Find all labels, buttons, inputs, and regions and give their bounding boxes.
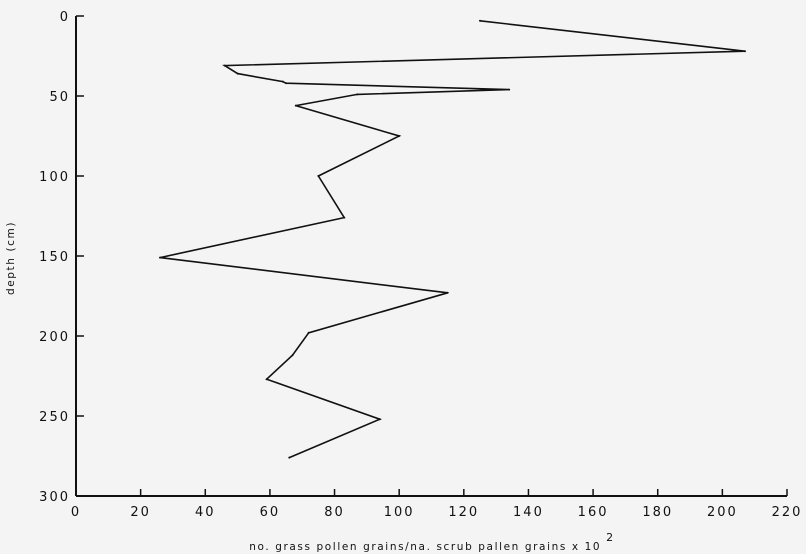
- data-point: [291, 354, 294, 357]
- x-tick-label: 200: [707, 505, 738, 520]
- data-point: [265, 378, 268, 381]
- x-tick-label: 160: [578, 505, 609, 520]
- x-tick-label: 80: [324, 505, 345, 520]
- x-tick-label: 120: [448, 505, 479, 520]
- x-tick-label: 100: [384, 505, 415, 520]
- x-axis-ticks: 0 20 40 60 80 100 120 140 160 180 200 220: [71, 489, 803, 520]
- data-point: [285, 82, 288, 85]
- data-point: [508, 88, 511, 91]
- data-point: [159, 256, 161, 259]
- data-point: [294, 104, 297, 107]
- data-point: [378, 418, 381, 421]
- data-point: [223, 64, 226, 67]
- data-point: [236, 72, 239, 75]
- x-tick-label: 20: [130, 505, 151, 520]
- data-point: [479, 19, 481, 22]
- series-points: [159, 19, 746, 459]
- series-line: [159, 20, 746, 459]
- x-tick-label: 60: [260, 505, 281, 520]
- x-tick-label: 180: [642, 505, 673, 520]
- x-tick-label: 40: [195, 505, 216, 520]
- y-tick-label: 300: [39, 490, 70, 505]
- x-axis-label-superscript: 2: [606, 531, 615, 544]
- y-tick-label: 0: [60, 10, 70, 25]
- y-tick-label: 100: [39, 170, 70, 185]
- data-point: [356, 93, 359, 96]
- y-tick-label: 250: [39, 410, 70, 425]
- x-tick-label: 140: [513, 505, 544, 520]
- data-point: [343, 216, 346, 219]
- y-tick-label: 200: [39, 330, 70, 345]
- data-point: [744, 50, 746, 53]
- data-point: [307, 331, 310, 334]
- data-point: [446, 291, 449, 294]
- y-tick-label: 50: [49, 90, 70, 105]
- x-tick-label: 0: [71, 505, 81, 520]
- x-tick-label: 220: [772, 505, 803, 520]
- data-point: [288, 456, 291, 459]
- y-tick-label: 150: [39, 250, 70, 265]
- data-point: [281, 80, 284, 83]
- y-axis-label: depth (cm): [5, 221, 17, 295]
- x-axis-label: no. grass pollen grains/na. scrub pallen…: [249, 531, 614, 553]
- data-point: [398, 135, 401, 137]
- y-axis-ticks: 0 50 100 150 200 250 300: [39, 10, 84, 505]
- data-point: [317, 175, 320, 177]
